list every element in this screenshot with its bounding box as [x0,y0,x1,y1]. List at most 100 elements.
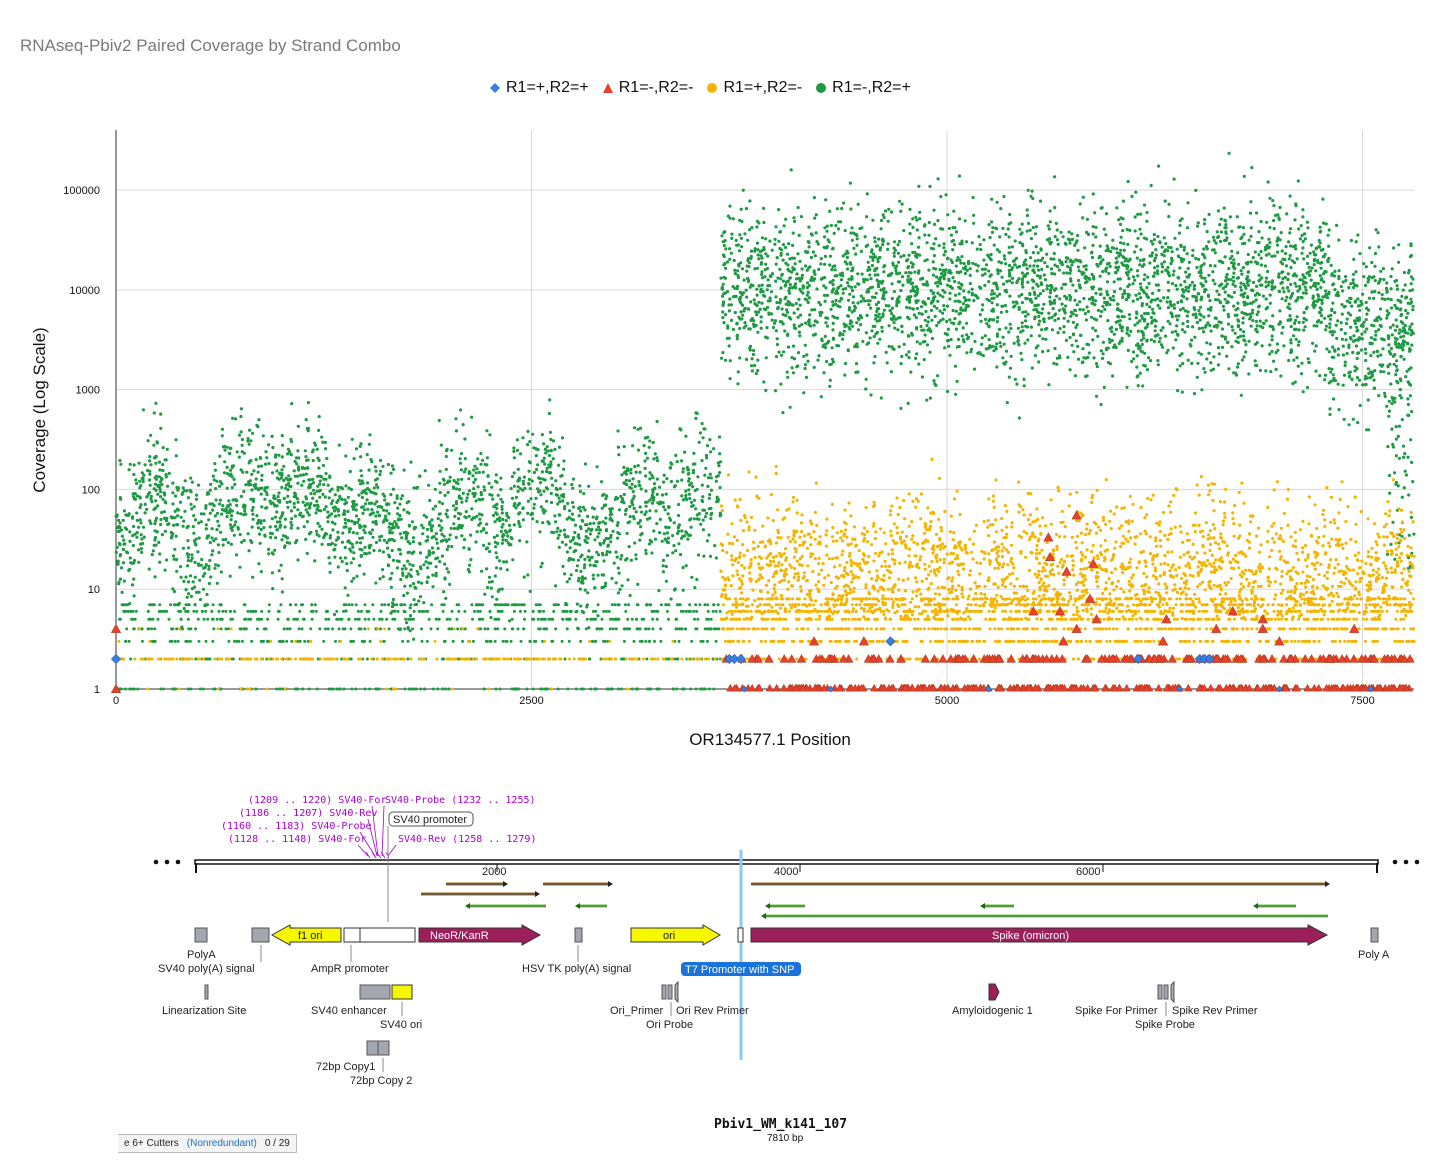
green-point [130,583,135,587]
green-point [149,521,153,526]
green-point [155,441,159,445]
green-point [665,609,669,613]
green-point [803,264,808,268]
green-point [856,272,860,276]
green-point [436,546,440,551]
green-point [1147,281,1151,286]
green-point [380,568,385,572]
green-point [188,574,193,578]
green-point [532,470,537,475]
green-point [819,262,823,266]
green-point [1209,368,1213,372]
green-point [689,525,693,529]
green-point [831,283,835,287]
green-point [697,517,701,521]
green-point [140,550,144,555]
green-point [462,470,466,474]
green-point [404,530,408,534]
green-point [1388,325,1393,330]
green-point [375,500,379,504]
green-point [239,512,243,516]
green-point [704,466,708,470]
green-point [348,541,352,545]
green-point [1020,325,1024,329]
green-point [545,627,549,631]
green-point [193,560,197,565]
green-point [1258,319,1262,323]
green-point [904,271,908,275]
legend-item-green[interactable]: R1=-,R2=+ [816,79,911,97]
green-point [488,433,492,437]
green-point [305,502,309,506]
green-point [1016,326,1021,330]
green-point [293,459,297,464]
green-point [655,617,659,621]
green-point [752,348,756,353]
green-point [390,531,394,535]
green-point [326,627,330,631]
green-point [634,553,638,557]
green-point [176,486,181,490]
green-point [992,243,996,247]
green-point [830,268,834,272]
green-point [1202,367,1206,371]
legend-item-blue[interactable]: R1=+,R2=+ [490,79,589,97]
green-point [228,473,232,477]
green-point [639,487,643,491]
green-point [410,520,415,524]
green-point [1211,248,1215,252]
green-point [173,509,177,513]
green-point [611,627,615,631]
green-point [848,292,852,296]
green-point [207,534,211,538]
green-point [640,639,644,643]
green-point [692,451,696,455]
green-point [687,488,691,492]
green-point [589,687,593,691]
green-point [265,493,269,497]
green-point [717,627,721,631]
green-point [249,617,253,621]
green-point [186,639,190,643]
green-point [714,479,719,483]
green-point [966,335,971,339]
green-point [1323,378,1327,382]
green-point [563,657,567,661]
green-point [1399,335,1403,339]
green-point [1309,278,1313,282]
green-point [661,501,665,505]
green-point [559,529,563,533]
green-point [284,486,288,490]
green-point [275,520,280,524]
green-point [158,552,162,556]
green-point [188,488,192,492]
green-point [274,536,278,540]
green-point [257,464,261,468]
green-point [350,687,354,691]
green-point [339,556,343,560]
legend-item-yellow[interactable]: R1=+,R2=- [707,79,802,97]
green-point [580,609,584,613]
green-point [784,313,788,318]
green-point [568,577,572,581]
green-point [218,498,222,502]
green-point [1270,338,1274,342]
green-point [603,584,607,588]
green-point [184,575,188,579]
green-point [876,341,880,345]
green-point [415,569,419,573]
green-point [258,486,262,491]
green-point [700,483,704,487]
green-point [394,522,398,526]
green-point [1006,227,1010,231]
legend-item-red[interactable]: R1=-,R2=- [602,79,693,97]
green-point [383,517,387,521]
green-point [114,550,118,554]
green-point [499,567,503,571]
green-point [234,417,238,421]
green-point [743,321,747,325]
green-point [612,561,616,565]
green-point [531,432,535,436]
green-point [314,529,319,533]
green-point [442,590,446,594]
